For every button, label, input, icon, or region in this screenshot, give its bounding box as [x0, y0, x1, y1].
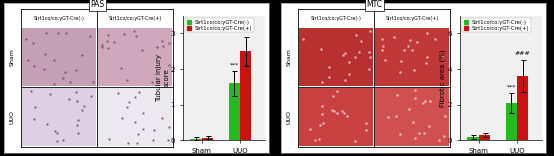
- Text: Sirt1co/co;γGT-Cre(-): Sirt1co/co;γGT-Cre(-): [311, 16, 362, 21]
- Bar: [229, 83, 240, 140]
- Bar: [479, 135, 490, 140]
- Bar: [506, 103, 517, 140]
- Text: UUO: UUO: [286, 110, 291, 124]
- Bar: [517, 76, 529, 140]
- Bar: [22, 28, 96, 86]
- Text: Sirt1co/co;γGT-Cre(-): Sirt1co/co;γGT-Cre(-): [34, 16, 85, 21]
- Legend: Sirt1co/co;γGT-Cre(-), Sirt1co/co;γGT-Cre(+): Sirt1co/co;γGT-Cre(-), Sirt1co/co;γGT-Cr…: [463, 18, 531, 32]
- Y-axis label: Tubular injury
score: Tubular injury score: [156, 54, 170, 102]
- Text: Sham: Sham: [9, 48, 14, 66]
- Bar: [375, 88, 449, 146]
- Bar: [22, 88, 96, 146]
- Bar: [468, 137, 479, 140]
- Title: MTC: MTC: [366, 0, 382, 9]
- Text: Sirt1co/co;γGT-Cre(+): Sirt1co/co;γGT-Cre(+): [386, 16, 439, 21]
- Bar: [191, 139, 202, 140]
- Text: Sham: Sham: [286, 48, 291, 66]
- Text: Sirt1co/co;γGT-Cre(+): Sirt1co/co;γGT-Cre(+): [109, 16, 162, 21]
- Legend: Sirt1co/co;γGT-Cre(-), Sirt1co/co;γGT-Cre(+): Sirt1co/co;γGT-Cre(-), Sirt1co/co;γGT-Cr…: [186, 18, 254, 32]
- Bar: [202, 138, 213, 140]
- Text: ###: ###: [515, 51, 531, 56]
- Text: UUO: UUO: [9, 110, 14, 124]
- Title: PAS: PAS: [90, 0, 104, 9]
- Text: ###: ###: [238, 28, 254, 33]
- Bar: [375, 28, 449, 86]
- Y-axis label: Fibrotic area (%): Fibrotic area (%): [440, 49, 447, 107]
- Text: ***: ***: [506, 84, 516, 89]
- Bar: [299, 28, 373, 86]
- Bar: [299, 88, 373, 146]
- Text: ***: ***: [229, 62, 239, 67]
- Bar: [98, 28, 172, 86]
- Bar: [98, 88, 172, 146]
- Bar: [240, 51, 252, 140]
